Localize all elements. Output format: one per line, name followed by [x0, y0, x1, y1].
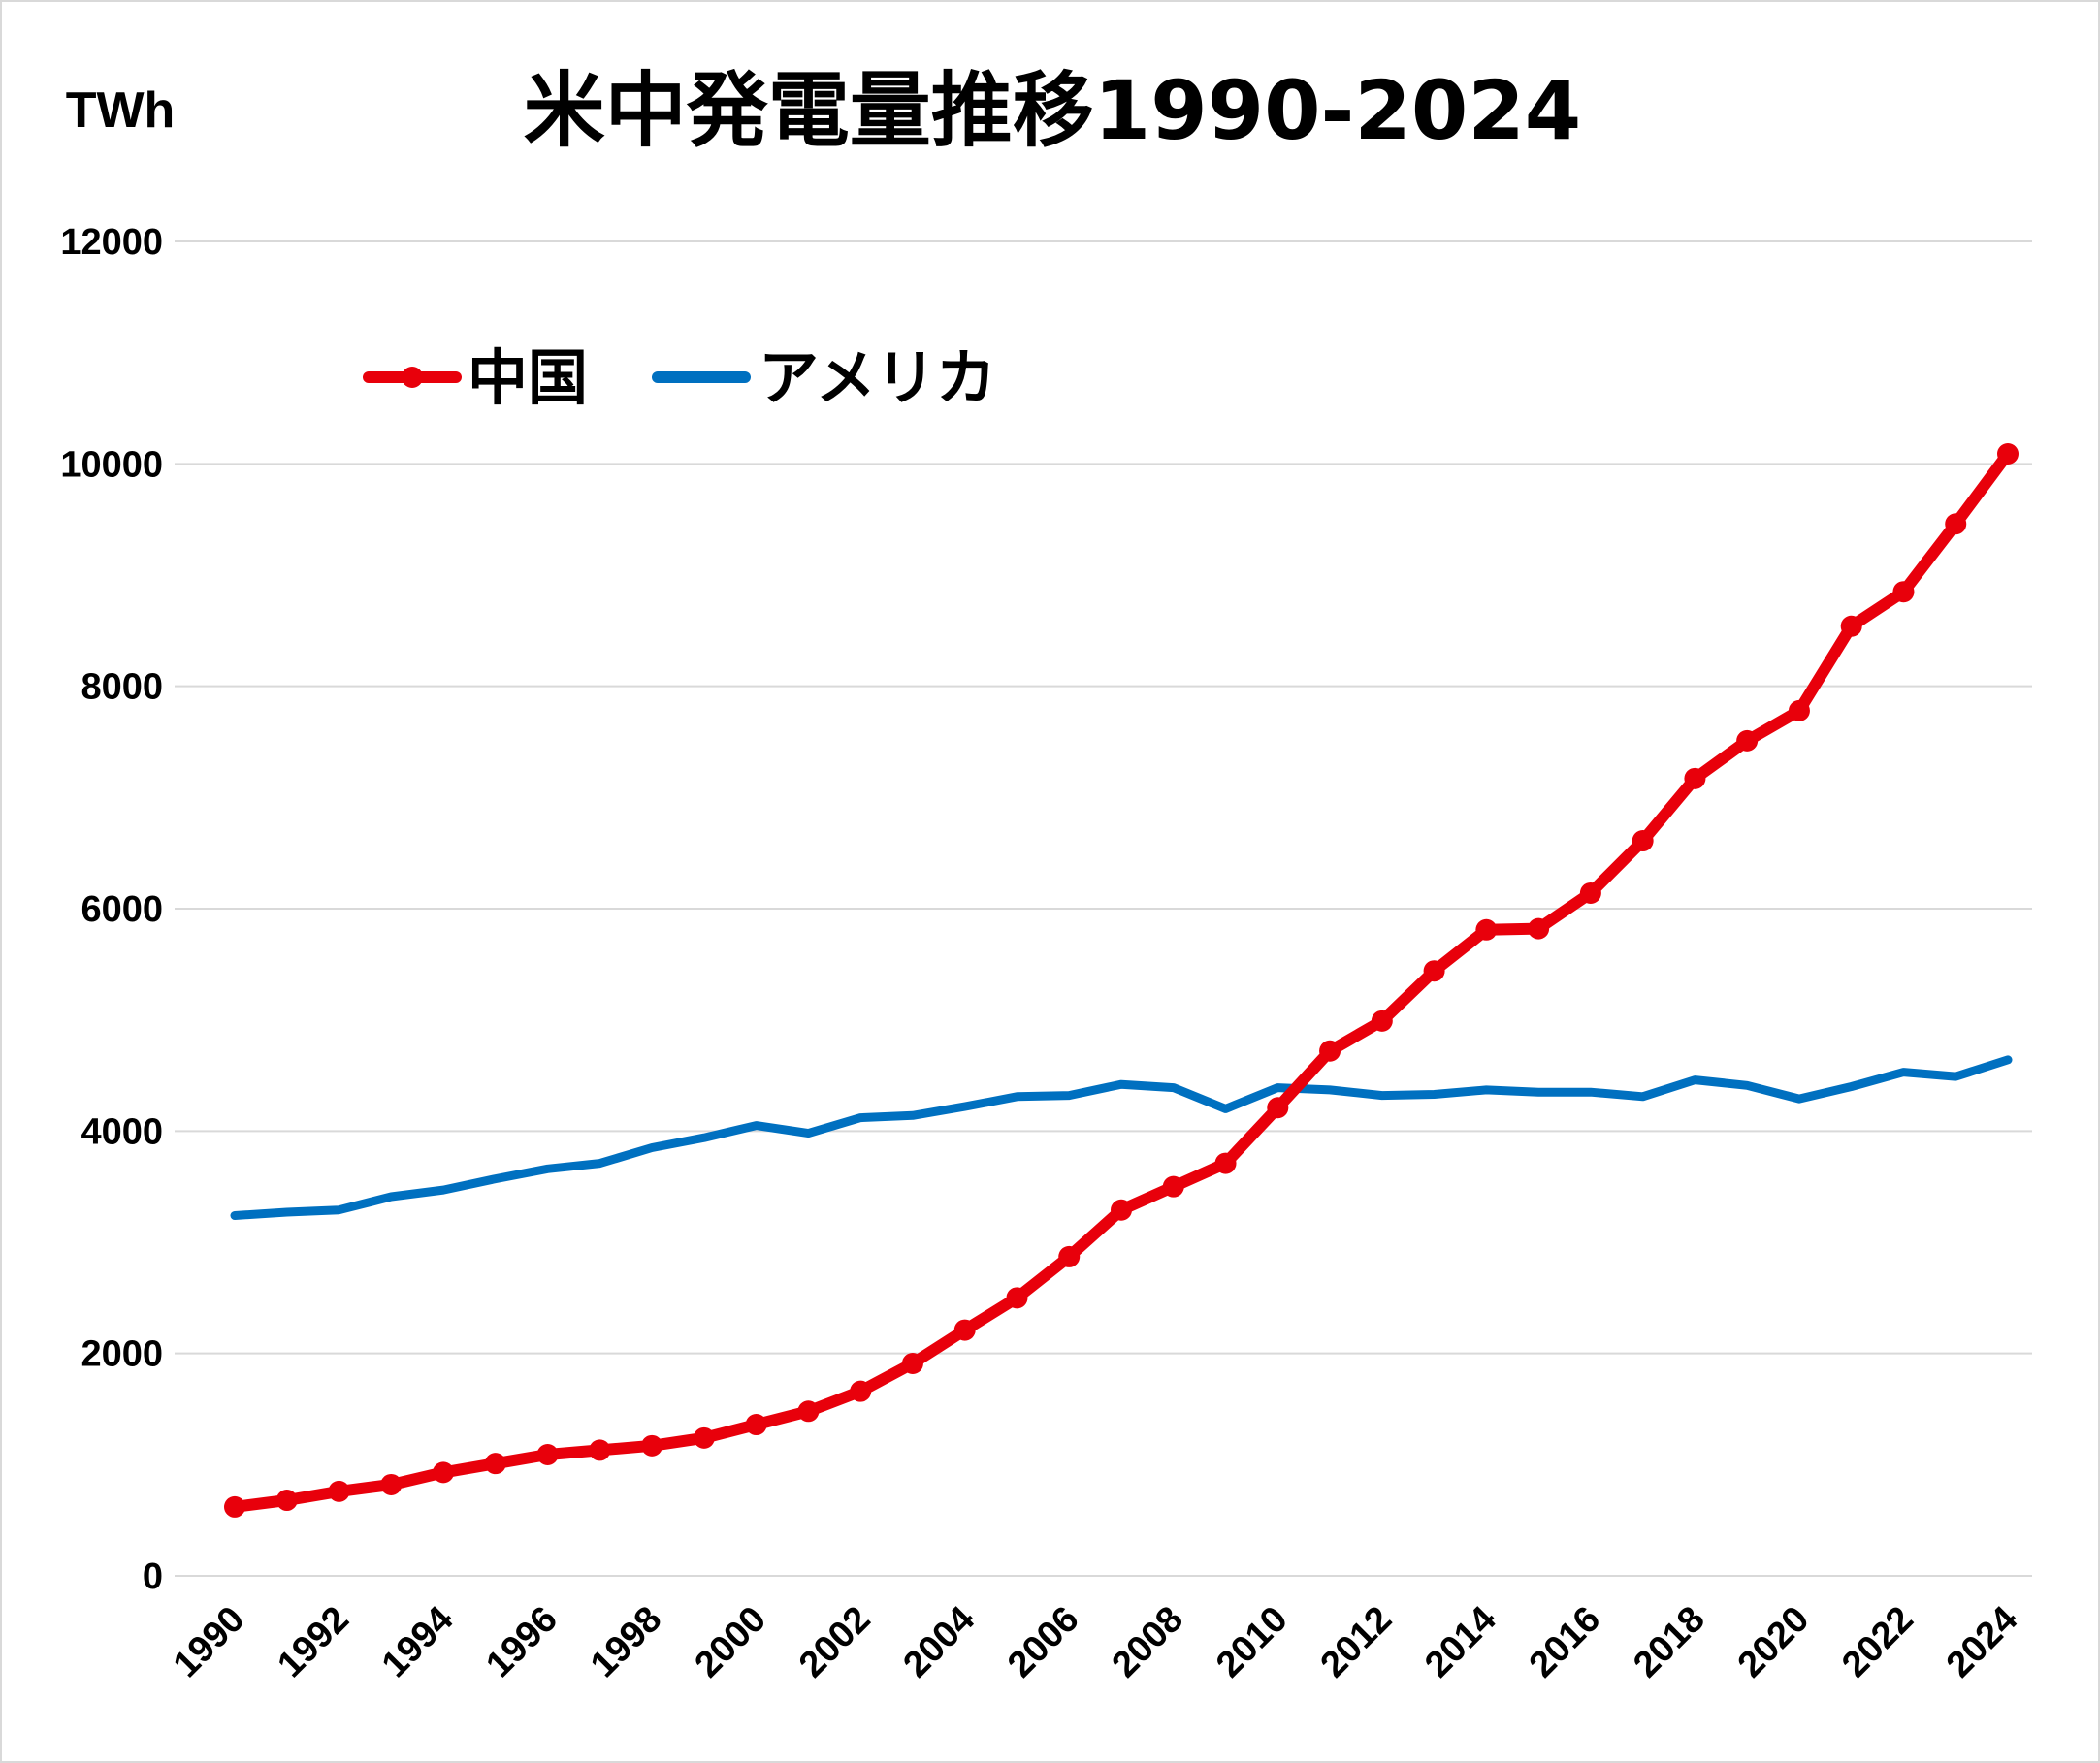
x-tick-label: 2004 [896, 1599, 983, 1685]
data-point [1736, 729, 1759, 752]
legend-marker [402, 367, 423, 388]
data-point [1319, 1040, 1341, 1062]
y-tick-label: 10000 [60, 444, 163, 485]
data-point [901, 1352, 923, 1374]
x-tick-label: 2006 [1000, 1599, 1086, 1685]
data-point [484, 1453, 506, 1475]
data-point [745, 1414, 767, 1436]
data-point [1423, 960, 1445, 982]
data-point [1058, 1245, 1081, 1267]
y-axis-unit-label: TWh [66, 82, 176, 139]
legend: 中国 アメリカ [363, 342, 996, 413]
data-point [850, 1380, 872, 1402]
series-china [224, 443, 2019, 1518]
x-tick-label: 1994 [374, 1599, 461, 1685]
x-tick-label: 2014 [1417, 1599, 1503, 1685]
gridlines [175, 240, 2032, 1577]
x-tick-label: 2016 [1522, 1599, 1608, 1685]
y-axis-ticks: 0 2000 4000 6000 8000 10000 12000 [60, 222, 163, 1597]
y-tick-label: 12000 [60, 222, 163, 263]
data-point [797, 1400, 820, 1423]
y-tick-label: 6000 [81, 889, 163, 930]
x-tick-label: 1996 [478, 1599, 565, 1685]
data-point [1632, 830, 1654, 852]
data-point [1475, 918, 1498, 941]
data-point [1214, 1152, 1237, 1174]
data-point [1111, 1199, 1132, 1221]
x-tick-label: 2018 [1626, 1599, 1712, 1685]
data-point [1006, 1287, 1028, 1309]
data-point [433, 1461, 455, 1484]
x-axis-ticks: 1990 1992 1994 1996 1998 2000 2002 2004 2006 2008… [166, 1599, 2025, 1685]
data-point [1892, 581, 1915, 603]
x-tick-label: 1998 [583, 1599, 669, 1685]
x-tick-label: 2022 [1834, 1599, 1921, 1685]
data-point [1267, 1097, 1289, 1119]
y-tick-label: 2000 [81, 1334, 163, 1375]
x-tick-label: 1992 [270, 1599, 356, 1685]
data-point [1840, 615, 1862, 637]
series-line [230, 1055, 2013, 1220]
x-tick-label: 2012 [1313, 1599, 1400, 1685]
data-point [1579, 882, 1601, 904]
data-point [380, 1473, 403, 1495]
x-tick-label: 2000 [688, 1599, 774, 1685]
series-usa [230, 1055, 2013, 1220]
x-tick-label: 2024 [1939, 1599, 2025, 1685]
x-tick-label: 2020 [1730, 1599, 1817, 1685]
legend-label: 中国 [468, 342, 588, 413]
data-point [693, 1426, 715, 1449]
x-tick-label: 2010 [1209, 1599, 1295, 1685]
data-point [1684, 767, 1706, 789]
chart-title: 米中発電量推移1990-2024 [524, 63, 1581, 158]
x-tick-label: 2002 [792, 1599, 878, 1685]
data-point [953, 1319, 976, 1341]
legend-item-china: 中国 [363, 342, 588, 413]
x-tick-label: 2008 [1105, 1599, 1191, 1685]
data-point [224, 1495, 245, 1518]
legend-label: アメリカ [759, 342, 996, 413]
data-point [328, 1480, 350, 1502]
data-point [275, 1490, 298, 1512]
data-point [589, 1439, 611, 1461]
data-point [1788, 699, 1810, 721]
series-lines [224, 443, 2019, 1518]
data-point [1371, 1010, 1393, 1032]
data-point [641, 1434, 663, 1457]
data-point [1528, 917, 1550, 940]
x-tick-label: 1990 [166, 1599, 252, 1685]
y-tick-label: 0 [143, 1556, 163, 1597]
y-tick-label: 4000 [81, 1111, 163, 1152]
legend-item-usa: アメリカ [652, 342, 996, 413]
data-point [1162, 1175, 1184, 1198]
data-point [1997, 443, 2019, 465]
y-tick-label: 8000 [81, 667, 163, 708]
data-point [536, 1444, 559, 1466]
series-line [229, 448, 2014, 1513]
data-point [1945, 513, 1967, 535]
